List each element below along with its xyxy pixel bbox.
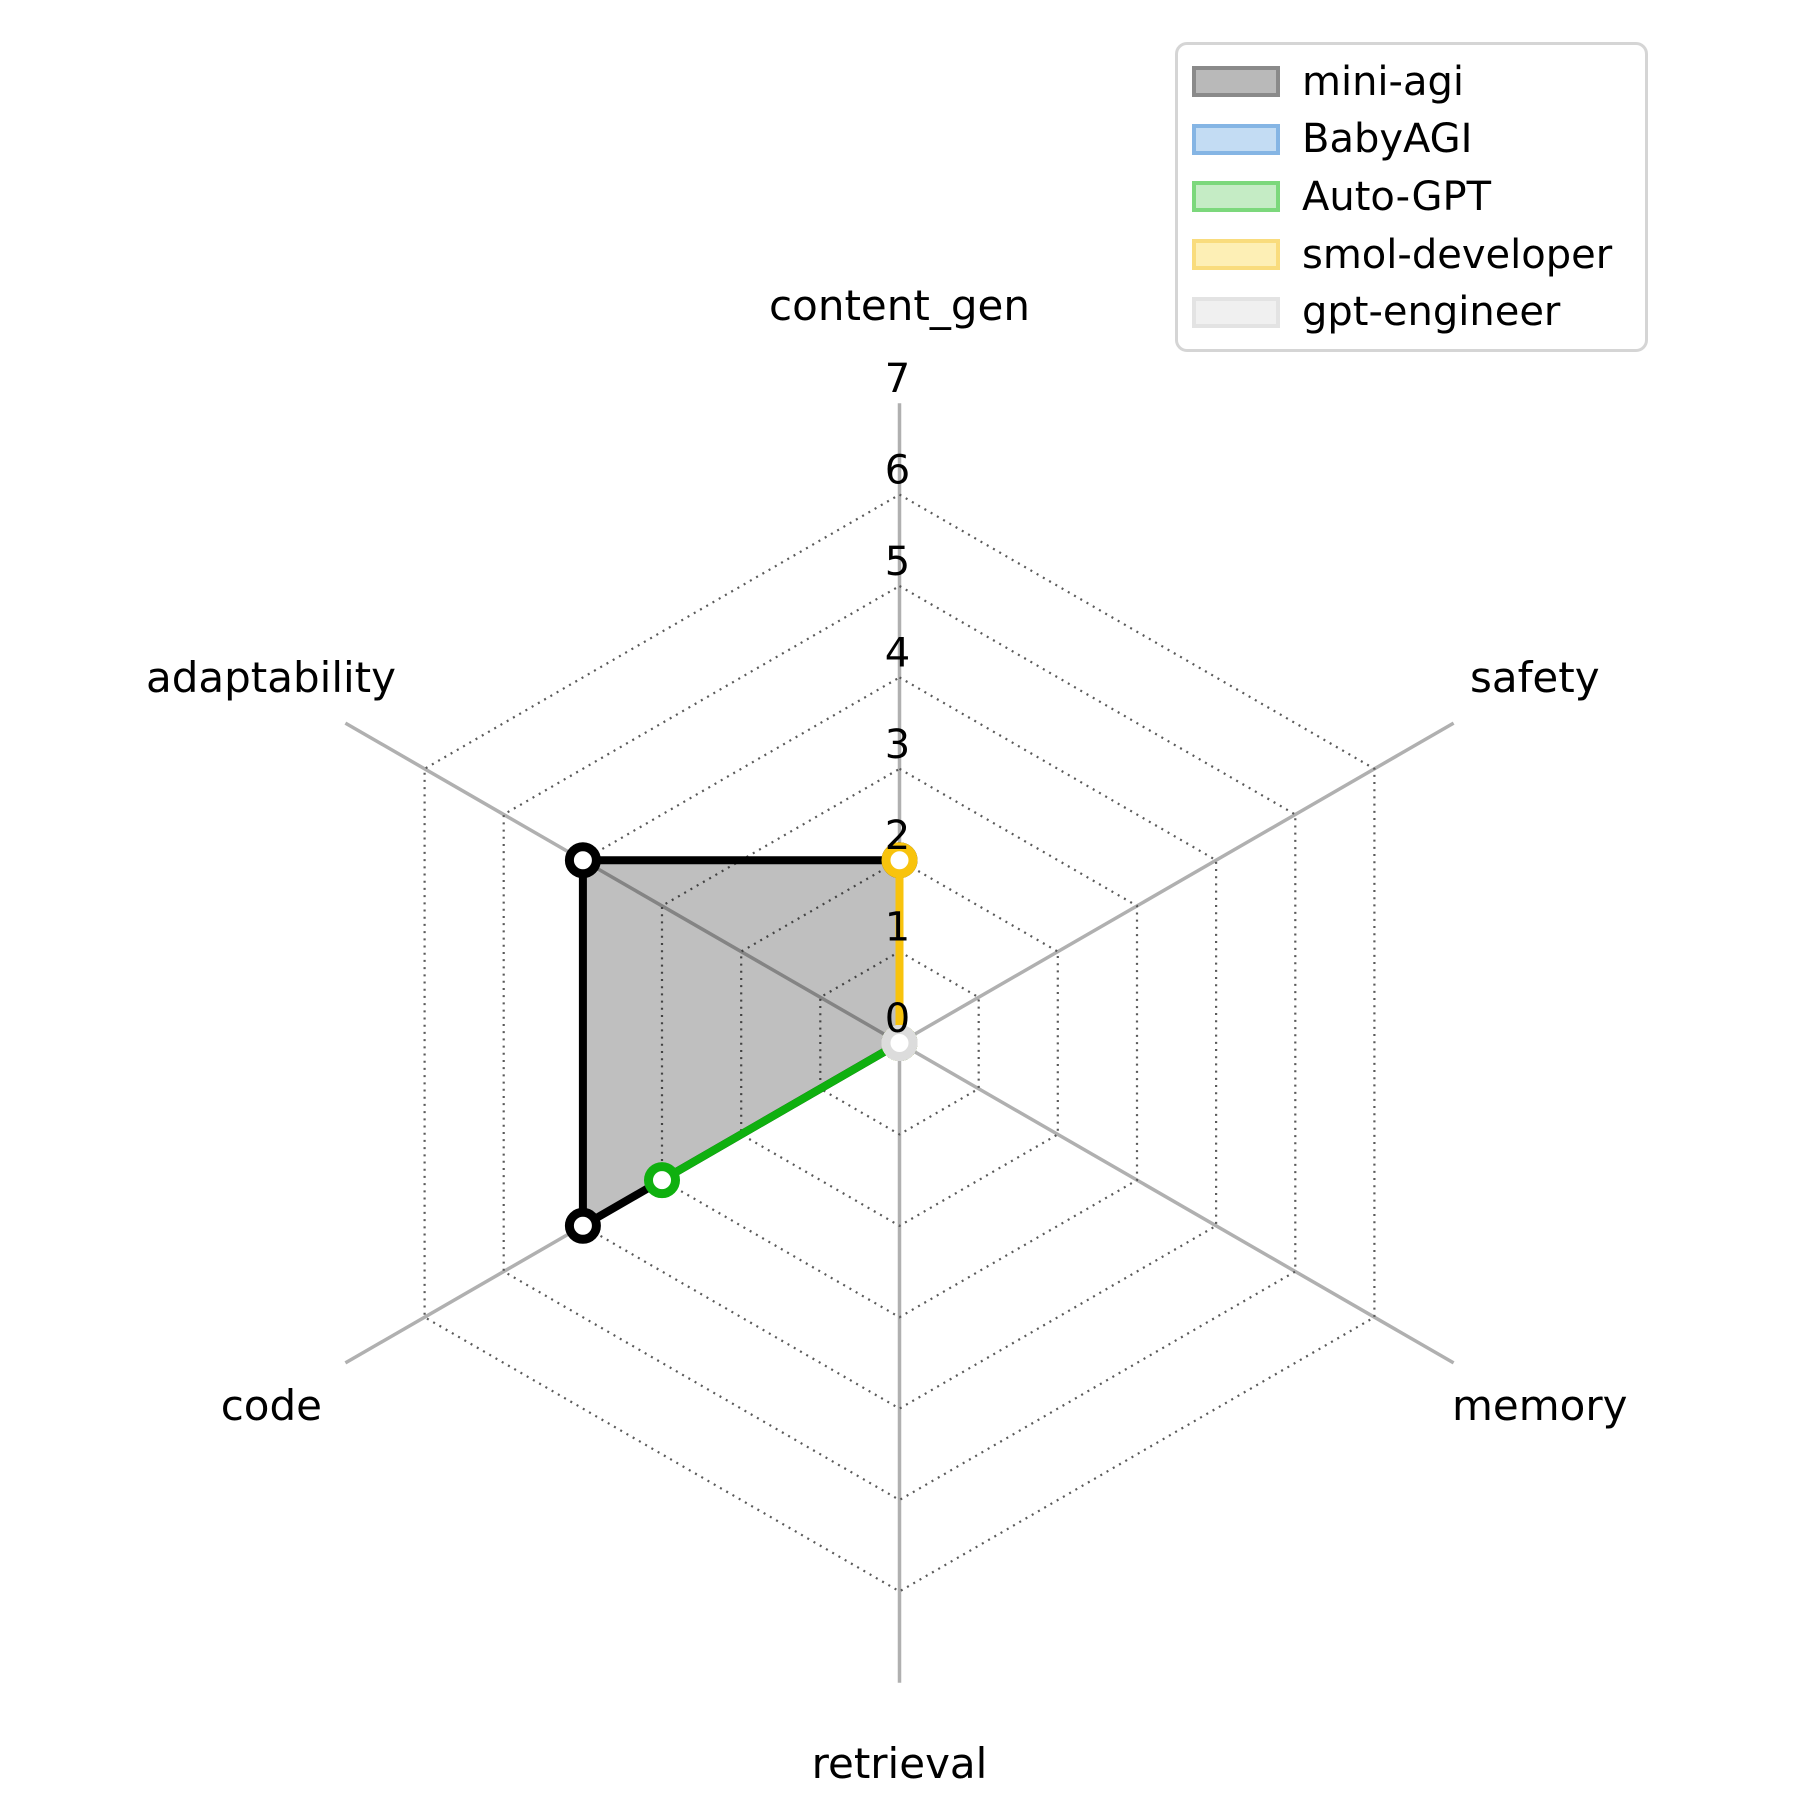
radial-tick-label-1: 1 [885, 905, 910, 951]
axis-label-safety: safety [1470, 653, 1600, 702]
grid-ring-6 [423, 493, 1376, 1593]
grid-ring-2 [740, 858, 1059, 1228]
legend-label: smol-developer [1302, 231, 1613, 278]
grid-ring-1 [819, 950, 980, 1136]
legend-swatch-smol-developer [1192, 239, 1280, 271]
data-point-gpt-engineer-adaptability [881, 1025, 918, 1061]
radial-tick-label-3: 3 [885, 722, 910, 768]
data-point-smol-developer-content_gen [881, 842, 918, 879]
legend-item-smol-developer: smol-developer [1192, 227, 1631, 283]
legend-item-Auto-GPT: Auto-GPT [1192, 169, 1631, 225]
legend-swatch-BabyAGI [1192, 123, 1280, 155]
legend-label: gpt-engineer [1302, 289, 1561, 336]
axis-label-retrieval: retrieval [812, 1739, 988, 1788]
radial-tick-label-7: 7 [885, 356, 910, 402]
legend-label: Auto-GPT [1302, 173, 1492, 220]
axis-label-code: code [221, 1381, 322, 1430]
axis-label-memory: memory [1452, 1381, 1628, 1430]
radial-tick-labels: 0 1 2 3 4 5 6 7 [885, 356, 910, 1042]
series-gpt-engineer [881, 1025, 918, 1061]
axis-label-adaptability: adaptability [146, 653, 396, 702]
radial-tick-label-2: 2 [885, 813, 910, 859]
data-point-Auto-GPT-code [644, 1162, 680, 1199]
series-fill-mini-agi [582, 860, 900, 1226]
legend-label: mini-agi [1302, 58, 1464, 105]
legend-swatch-Auto-GPT [1192, 181, 1280, 213]
legend-item-BabyAGI: BabyAGI [1192, 111, 1631, 167]
legend-item-mini-agi: mini-agi [1192, 54, 1631, 110]
radial-tick-label-0: 0 [885, 996, 910, 1042]
legend-swatch-mini-agi [1192, 66, 1280, 98]
legend-item-gpt-engineer: gpt-engineer [1192, 284, 1631, 340]
series-mini-agi [564, 842, 918, 1244]
axis-spoke-adaptability [344, 721, 901, 1045]
grid-rings [423, 493, 1376, 1593]
axis-spoke-safety [898, 721, 1455, 1045]
data-point-mini-agi-code [564, 1207, 601, 1244]
radial-tick-label-5: 5 [885, 539, 910, 585]
radial-tick-label-4: 4 [885, 630, 910, 676]
axis-label-content_gen: content_gen [769, 281, 1030, 330]
radial-tick-label-6: 6 [885, 448, 910, 494]
grid-ring-3 [660, 767, 1139, 1319]
legend: mini-agi BabyAGI Auto-GPT smol-developer gpt… [1175, 42, 1648, 352]
data-point-mini-agi-adaptability [564, 842, 601, 879]
legend-swatch-gpt-engineer [1192, 296, 1280, 328]
legend-label: BabyAGI [1302, 116, 1473, 163]
axis-spoke-memory [898, 1041, 1455, 1365]
